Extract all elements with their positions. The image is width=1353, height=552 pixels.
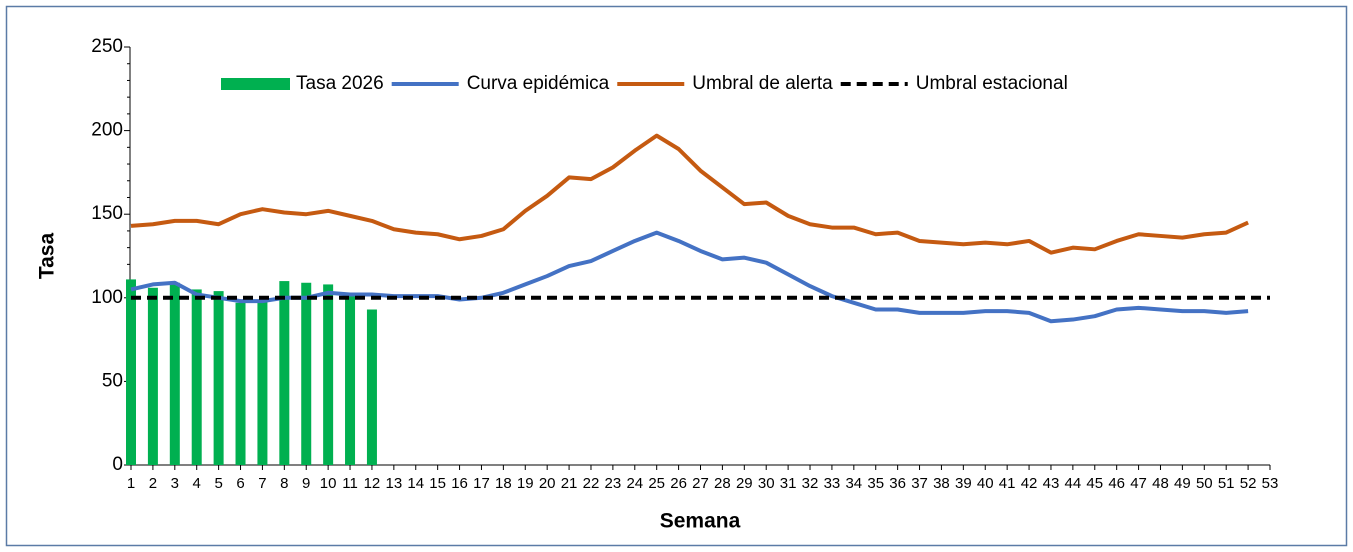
x-tick-label: 40: [977, 475, 994, 492]
legend-label: Curva epidémica: [467, 73, 610, 94]
chart-border: [5, 5, 1348, 547]
x-tick-label: 19: [517, 475, 534, 492]
y-tick-label: 150: [91, 203, 123, 224]
bar: [323, 284, 334, 465]
x-tick-label: 43: [1043, 475, 1060, 492]
bar: [126, 279, 136, 465]
x-tick-label: 35: [867, 475, 884, 492]
x-tick-label: 34: [845, 475, 862, 492]
x-tick-label: 36: [889, 475, 906, 492]
x-tick-label: 47: [1130, 475, 1147, 492]
x-tick-label: 2: [149, 475, 157, 492]
x-tick-label: 18: [495, 475, 512, 492]
y-tick-label: 50: [102, 370, 123, 391]
x-tick-label: 52: [1240, 475, 1257, 492]
x-tick-label: 9: [302, 475, 310, 492]
bar: [345, 296, 356, 465]
x-tick-label: 48: [1152, 475, 1169, 492]
legend-label: Umbral estacional: [916, 73, 1068, 94]
x-tick-label: 37: [911, 475, 928, 492]
bar: [257, 301, 268, 465]
y-axis-title: Tasa: [36, 233, 59, 280]
x-tick-label: 7: [258, 475, 266, 492]
x-tick-label: 22: [583, 475, 600, 492]
x-tick-label: 24: [626, 475, 643, 492]
x-tick-label: 33: [824, 475, 841, 492]
x-tick-label: 42: [1021, 475, 1038, 492]
bar: [279, 281, 290, 465]
bar: [366, 309, 377, 465]
bar: [169, 282, 180, 465]
line: [130, 230, 1249, 324]
x-tick-label: 39: [955, 475, 972, 492]
bar: [301, 282, 312, 465]
y-tick-label: 250: [91, 36, 123, 57]
x-tick-label: 23: [605, 475, 622, 492]
x-tick-label: 12: [364, 475, 381, 492]
x-tick-label: 16: [451, 475, 468, 492]
x-tick-label: 15: [429, 475, 446, 492]
x-tick-label: 46: [1108, 475, 1125, 492]
legend-swatch: [221, 78, 290, 90]
bar: [213, 291, 224, 465]
y-tick-label: 200: [91, 120, 123, 141]
bar: [235, 302, 246, 465]
x-tick-label: 29: [736, 475, 753, 492]
x-tick-label: 31: [780, 475, 797, 492]
x-tick-label: 51: [1218, 475, 1235, 492]
x-tick-label: 49: [1174, 475, 1191, 492]
legend-label: Umbral de alerta: [692, 73, 833, 94]
bar: [191, 289, 202, 465]
x-tick-label: 44: [1065, 475, 1082, 492]
x-tick-label: 26: [670, 475, 687, 492]
x-tick-label: 4: [193, 475, 201, 492]
x-tick-label: 8: [280, 475, 288, 492]
x-tick-label: 45: [1086, 475, 1103, 492]
x-tick-label: 10: [320, 475, 337, 492]
x-tick-label: 41: [999, 475, 1016, 492]
x-tick-label: 38: [933, 475, 950, 492]
line: [130, 133, 1249, 255]
x-tick-label: 21: [561, 475, 578, 492]
x-tick-label: 3: [171, 475, 179, 492]
x-axis-title: Semana: [660, 510, 741, 533]
x-tick-label: 32: [802, 475, 819, 492]
x-tick-label: 20: [539, 475, 556, 492]
legend-label: Tasa 2026: [296, 73, 384, 94]
x-tick-label: 6: [236, 475, 244, 492]
x-tick-label: 53: [1262, 475, 1279, 492]
x-tick-label: 13: [386, 475, 403, 492]
x-tick-label: 50: [1196, 475, 1213, 492]
x-tick-label: 5: [214, 475, 222, 492]
x-tick-label: 17: [473, 475, 490, 492]
y-tick-label: 0: [112, 454, 123, 475]
y-tick-label: 100: [91, 287, 123, 308]
x-tick-label: 14: [407, 475, 424, 492]
x-tick-label: 1: [127, 475, 135, 492]
bar: [147, 287, 158, 465]
x-tick-label: 28: [714, 475, 731, 492]
x-tick-label: 27: [692, 475, 709, 492]
x-tick-label: 30: [758, 475, 775, 492]
x-tick-label: 25: [648, 475, 665, 492]
x-tick-label: 11: [342, 475, 358, 492]
